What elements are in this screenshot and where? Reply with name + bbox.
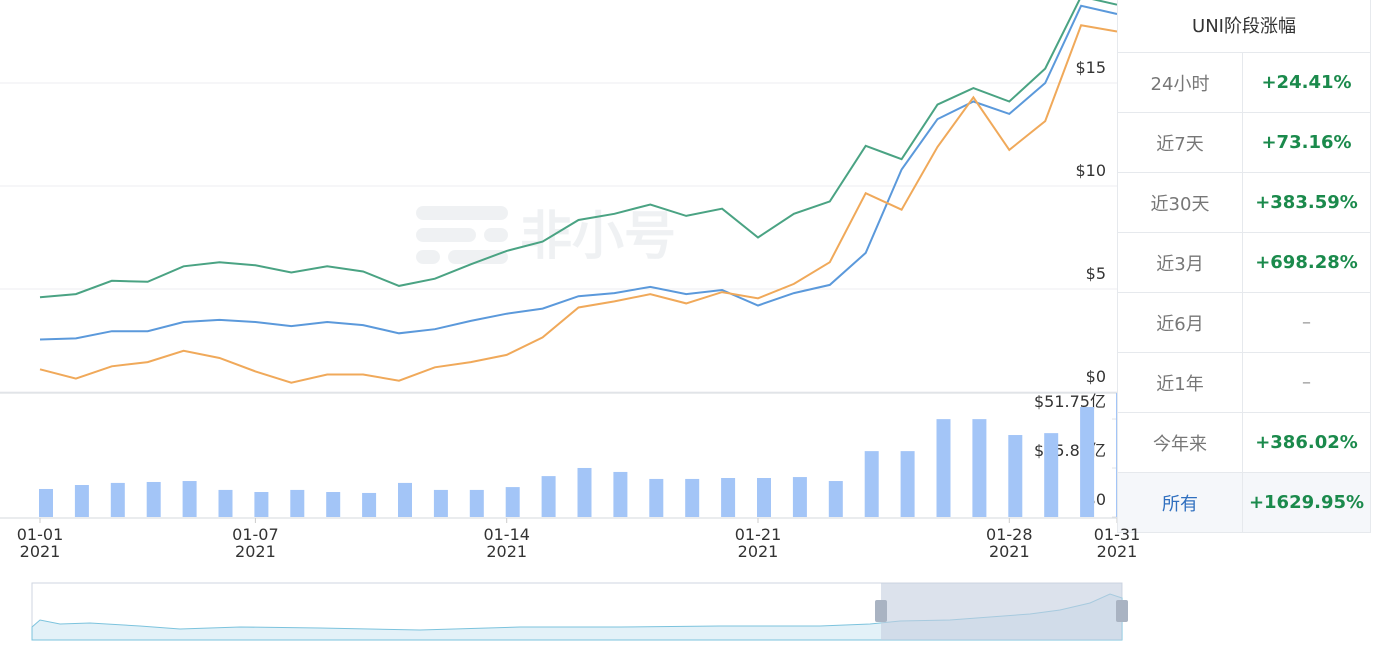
price-line (39, 24, 1118, 384)
volume-bar (110, 482, 125, 517)
volume-bar (828, 481, 843, 517)
volume-bar (757, 478, 771, 517)
table-row[interactable]: 所有 +1629.95% (1117, 472, 1371, 533)
volume-bar (182, 481, 197, 517)
volume-bar (685, 478, 700, 517)
period-label: 近3月 (1117, 232, 1243, 293)
volume-bar (1008, 435, 1023, 517)
volume-bar (972, 419, 987, 517)
watermark-icon (484, 228, 508, 242)
change-value: +24.41% (1242, 52, 1371, 113)
volume-bar (39, 488, 53, 517)
y-tick-label: $0 (1086, 367, 1106, 386)
volume-bar (290, 489, 305, 517)
change-value: +383.59% (1242, 172, 1371, 233)
volume-bar (398, 482, 412, 517)
performance-table: UNI阶段涨幅 24小时 +24.41% 近7天 +73.16% 近30天 +383.59… (1117, 0, 1371, 533)
table-title: UNI阶段涨幅 (1117, 0, 1371, 53)
volume-bar (326, 492, 341, 517)
change-value: – (1242, 352, 1371, 413)
period-label: 近30天 (1117, 172, 1243, 233)
table-header: UNI阶段涨幅 (1117, 0, 1371, 53)
change-value: +698.28% (1242, 232, 1371, 293)
volume-bar (254, 492, 269, 517)
change-value: – (1242, 292, 1371, 353)
volume-bar (721, 478, 736, 517)
table-row: 近3月 +698.28% (1117, 232, 1371, 293)
volume-bar (469, 489, 484, 517)
volume-bar (218, 489, 233, 517)
watermark-icon (416, 206, 508, 220)
x-tick-label: 01-31 2021 (1093, 525, 1141, 561)
volume-bar (792, 477, 807, 517)
navigator-handle[interactable] (1116, 600, 1128, 622)
volume-bar (864, 451, 879, 517)
navigator (31, 582, 1128, 641)
volume-bar (613, 471, 628, 517)
change-value: +386.02% (1242, 412, 1371, 473)
table-row: 近7天 +73.16% (1117, 112, 1371, 173)
change-value: +1629.95% (1242, 472, 1371, 533)
y-tick-label: $15 (1075, 58, 1106, 77)
watermark-icon (416, 228, 476, 242)
x-tick-label: 01-21 2021 (734, 525, 782, 561)
period-label: 近1年 (1117, 352, 1243, 413)
volume-bar (649, 478, 664, 517)
price-line (39, 0, 1118, 299)
period-label: 所有 (1117, 472, 1243, 533)
volume-bar (1080, 407, 1095, 517)
period-label: 近7天 (1117, 112, 1243, 173)
period-label: 24小时 (1117, 52, 1243, 113)
table-row: 近6月 – (1117, 292, 1371, 353)
period-label: 今年来 (1117, 412, 1243, 473)
table-body: 24小时 +24.41% 近7天 +73.16% 近30天 +383.59% 近3月 +698… (1117, 52, 1371, 533)
table-row: 24小时 +24.41% (1117, 52, 1371, 113)
y-tick-label: $5 (1086, 264, 1106, 283)
volume-bar (541, 476, 556, 517)
x-tick-label: 01-28 2021 (986, 525, 1033, 561)
volume-bar (362, 492, 377, 517)
volume-bar (433, 489, 448, 517)
x-tick-label: 01-07 2021 (232, 525, 279, 561)
navigator-selection[interactable] (881, 583, 1122, 640)
navigator-handle[interactable] (875, 600, 887, 622)
y-tick-label: $51.75亿 (1034, 392, 1106, 411)
table-row: 今年来 +386.02% (1117, 412, 1371, 473)
price-line (39, 4, 1118, 341)
table-row: 近30天 +383.59% (1117, 172, 1371, 233)
volume-bar (900, 451, 915, 517)
volume-bar (505, 487, 520, 517)
volume-bar (146, 481, 161, 517)
x-tick-label: 01-14 2021 (483, 525, 530, 561)
table-row: 近1年 – (1117, 352, 1371, 413)
y-tick-label: $10 (1075, 161, 1106, 180)
volume-bar (577, 467, 592, 517)
period-label: 近6月 (1117, 292, 1243, 353)
watermark: 非小号 (416, 206, 676, 267)
watermark-icon (448, 250, 508, 264)
volume-bar (1044, 433, 1059, 517)
watermark-icon (416, 250, 440, 264)
x-tick-label: 01-01 2021 (16, 525, 64, 561)
volume-bar (936, 419, 951, 517)
volume-bar (74, 485, 89, 517)
change-value: +73.16% (1242, 112, 1371, 173)
